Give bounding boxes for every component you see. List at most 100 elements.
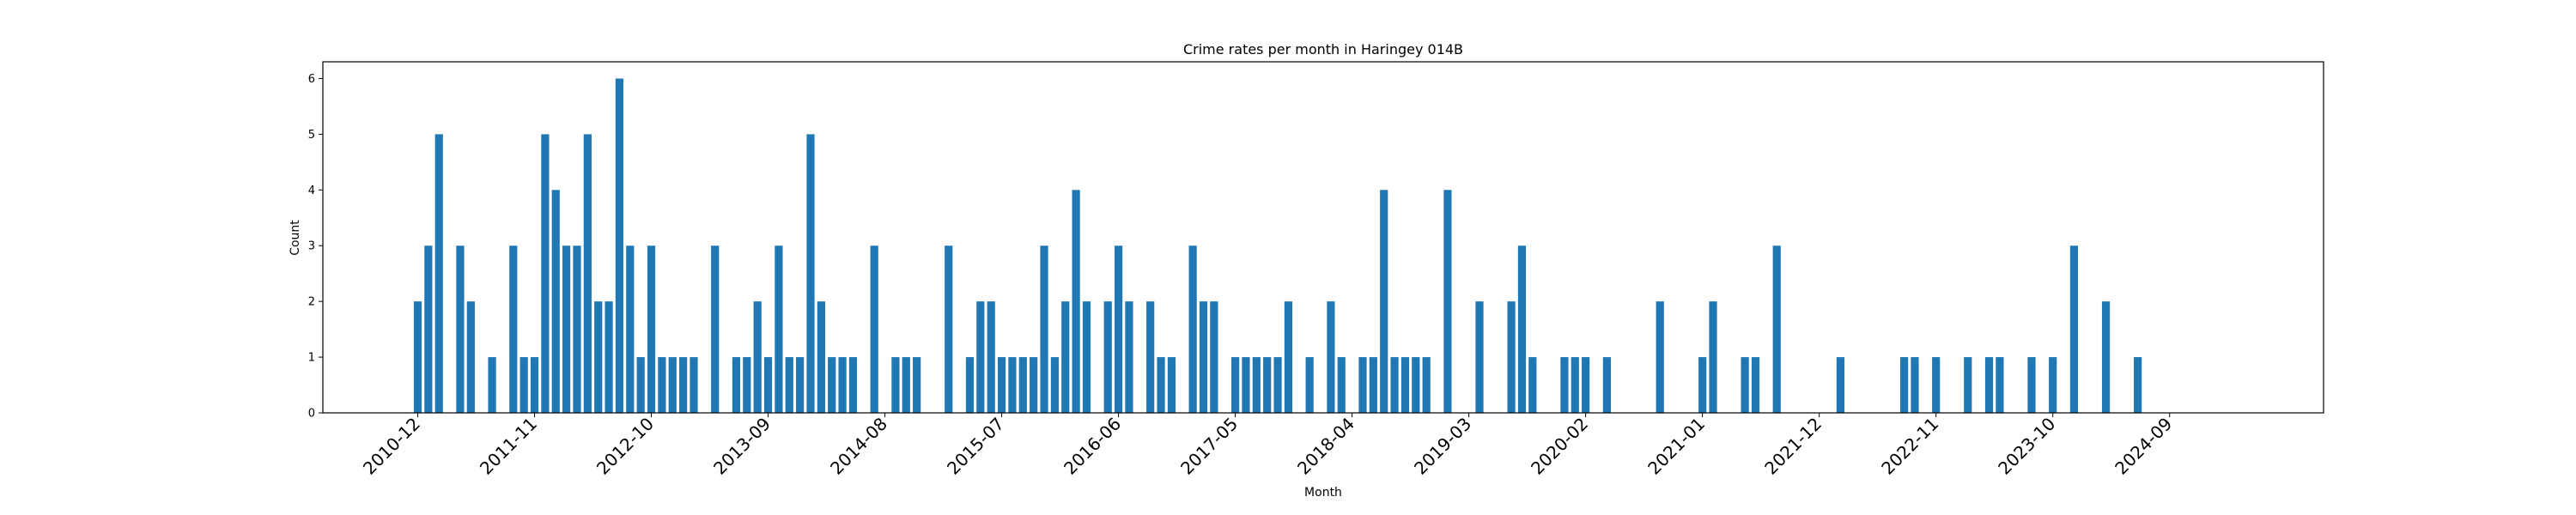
bar xyxy=(1751,357,1760,413)
bar xyxy=(1582,357,1590,413)
bar xyxy=(2101,301,2111,413)
bar xyxy=(838,357,847,413)
bar xyxy=(1507,301,1516,413)
bar xyxy=(732,357,741,413)
bar xyxy=(1242,357,1250,413)
bar xyxy=(1517,245,1527,413)
bar xyxy=(658,357,666,413)
bar xyxy=(1167,357,1176,413)
bar xyxy=(1008,357,1017,413)
bar xyxy=(976,301,985,413)
bar xyxy=(1656,301,1664,413)
y-axis-label: Count xyxy=(289,220,302,256)
bar xyxy=(1836,357,1845,413)
bar xyxy=(1911,357,1919,413)
bar xyxy=(456,245,465,413)
bar xyxy=(583,134,592,413)
bar xyxy=(1263,357,1272,413)
x-axis-label: Month xyxy=(1304,486,1342,500)
bar xyxy=(530,357,539,413)
bar xyxy=(647,245,656,413)
y-tick-label: 5 xyxy=(308,129,315,142)
bar xyxy=(1369,357,1377,413)
bar xyxy=(913,357,921,413)
bar xyxy=(1072,190,1080,413)
bar xyxy=(594,301,603,413)
bar xyxy=(1571,357,1579,413)
bar xyxy=(817,301,825,413)
bar xyxy=(562,245,571,413)
bar xyxy=(413,301,422,413)
bar xyxy=(1018,357,1027,413)
bar xyxy=(1412,357,1420,413)
bar xyxy=(1231,357,1240,413)
bar xyxy=(1157,357,1165,413)
bar xyxy=(1380,190,1388,413)
bar xyxy=(1390,357,1399,413)
bar xyxy=(902,357,910,413)
bar xyxy=(519,357,528,413)
bar xyxy=(1602,357,1611,413)
bar xyxy=(1932,357,1941,413)
bar xyxy=(690,357,698,413)
bar xyxy=(1772,245,1781,413)
bar xyxy=(1400,357,1410,413)
bar xyxy=(891,357,900,413)
bar xyxy=(763,357,773,413)
bar xyxy=(668,357,677,413)
bar xyxy=(626,245,635,413)
bar xyxy=(1358,357,1367,413)
bar xyxy=(541,134,550,413)
y-axis: 0 1 2 3 4 5 6 xyxy=(308,73,323,421)
y-tick-label: 1 xyxy=(308,352,315,365)
bars-layer xyxy=(413,78,2142,413)
bar xyxy=(434,134,443,413)
bar xyxy=(1443,190,1452,413)
bar xyxy=(1337,357,1346,413)
bar xyxy=(828,357,836,413)
bar xyxy=(806,134,815,413)
bar xyxy=(2134,357,2142,413)
bar xyxy=(1528,357,1537,413)
y-tick-label: 2 xyxy=(308,296,315,309)
y-tick-label: 6 xyxy=(308,73,315,86)
bar xyxy=(2027,357,2036,413)
bar xyxy=(945,245,953,413)
bar xyxy=(1061,301,1070,413)
bar xyxy=(615,78,624,413)
bar xyxy=(965,357,975,413)
bar xyxy=(775,245,783,413)
bar xyxy=(605,301,613,413)
plot-frame xyxy=(322,61,2324,414)
bar xyxy=(1422,357,1431,413)
bar xyxy=(1327,301,1335,413)
bar xyxy=(1103,301,1112,413)
bar xyxy=(796,357,805,413)
bar xyxy=(509,245,518,413)
bar xyxy=(1210,301,1218,413)
bar xyxy=(1900,357,1909,413)
bar xyxy=(1284,301,1293,413)
bar xyxy=(1698,357,1707,413)
bar xyxy=(785,357,793,413)
bar xyxy=(743,357,751,413)
bar xyxy=(1273,357,1282,413)
bar xyxy=(551,190,560,413)
bar xyxy=(1964,357,1972,413)
bar xyxy=(679,357,688,413)
bar xyxy=(1709,301,1717,413)
bar xyxy=(848,357,858,413)
y-tick-label: 0 xyxy=(308,408,315,421)
bar xyxy=(1082,301,1091,413)
bar xyxy=(1030,357,1038,413)
bar xyxy=(1125,301,1133,413)
bar xyxy=(488,357,496,413)
bar xyxy=(1305,357,1314,413)
bar xyxy=(1146,301,1155,413)
bar xyxy=(1560,357,1569,413)
bar xyxy=(1199,301,1208,413)
bar xyxy=(1188,245,1197,413)
bar xyxy=(1741,357,1749,413)
bar xyxy=(870,245,878,413)
